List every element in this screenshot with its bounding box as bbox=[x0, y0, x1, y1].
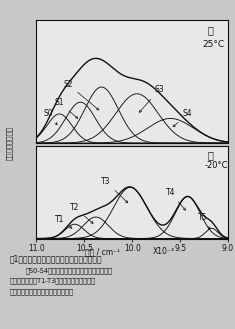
Text: T3: T3 bbox=[101, 177, 128, 203]
Text: T4: T4 bbox=[166, 188, 185, 210]
Text: 水分子であり、T1-T3はそれぞれ水素結合数: 水分子であり、T1-T3はそれぞれ水素結合数 bbox=[9, 278, 96, 284]
Text: S4: S4 bbox=[173, 110, 192, 127]
Text: 吸光度／任意尺度: 吸光度／任意尺度 bbox=[6, 126, 13, 160]
Text: S1: S1 bbox=[55, 98, 78, 118]
Text: 氷: 氷 bbox=[208, 150, 214, 160]
Text: 25°C: 25°C bbox=[203, 40, 225, 49]
Text: T5: T5 bbox=[198, 213, 210, 229]
Text: S2: S2 bbox=[63, 80, 99, 110]
Text: 水: 水 bbox=[208, 25, 214, 35]
Text: -20°C: -20°C bbox=[205, 161, 228, 170]
Text: S3: S3 bbox=[139, 85, 164, 113]
Text: 図1　水の近赤外吸収スペクトルの解析結果: 図1 水の近赤外吸収スペクトルの解析結果 bbox=[9, 254, 102, 263]
Text: ２から４の水分子の吸収帯である）: ２から４の水分子の吸収帯である） bbox=[9, 288, 73, 295]
Text: T2: T2 bbox=[70, 203, 93, 223]
Text: T1: T1 bbox=[55, 215, 72, 228]
Text: （S0-S4はそれぞれ、水素結合数０から４の: （S0-S4はそれぞれ、水素結合数０から４の bbox=[26, 267, 113, 274]
Text: S0: S0 bbox=[43, 110, 57, 125]
Text: X10⁻³: X10⁻³ bbox=[152, 247, 174, 256]
Text: 波数 / cm⁻¹: 波数 / cm⁻¹ bbox=[85, 247, 120, 256]
